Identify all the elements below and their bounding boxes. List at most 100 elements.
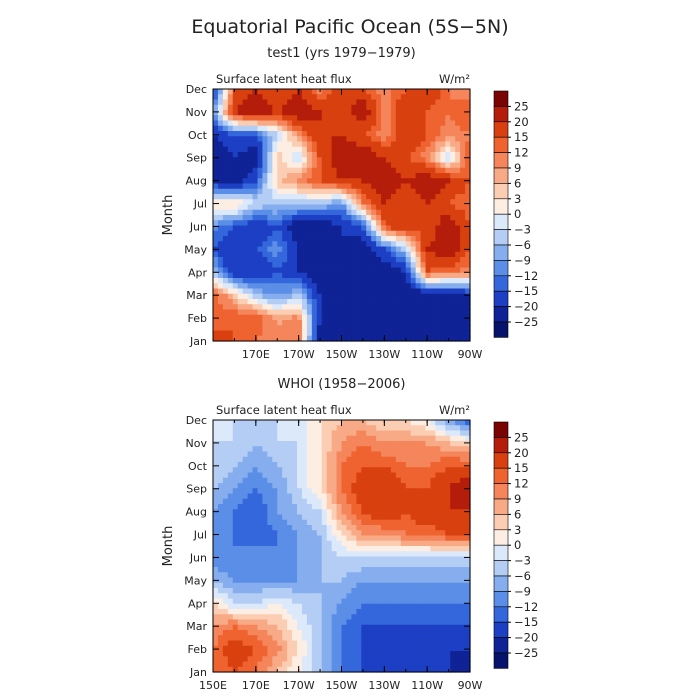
heatmap-cell [237,173,244,179]
heatmap-cell [262,561,268,568]
heatmap-cell [217,651,224,657]
heatmap-cell [381,309,387,316]
heatmap-cell [381,335,387,342]
heatmap-cell [311,131,318,137]
heatmap-cell [267,267,273,274]
heatmap-cell [371,152,377,158]
heatmap-cell [326,577,333,584]
heatmap-cell [247,283,254,290]
heatmap-cell [287,593,293,600]
heatmap-cell [227,267,234,274]
heatmap-cell [361,188,367,195]
heatmap-cell [400,493,407,500]
heatmap-cell [371,314,377,321]
heatmap-cell [371,267,377,274]
heatmap-cell [415,330,422,337]
heatmap-cell [311,425,318,432]
heatmap-cell [277,251,283,258]
heatmap-cell [217,498,224,505]
heatmap-cell [311,477,318,484]
heatmap-cell [247,525,254,531]
heatmap-cell [297,104,303,111]
heatmap-cell [425,504,432,510]
heatmap-cell [351,99,357,106]
heatmap-cell [351,540,357,547]
heatmap-cell [341,556,348,563]
heatmap-cell [435,472,441,479]
heatmap-cell [445,257,451,263]
heatmap-cell [385,635,392,642]
heatmap-cell [366,582,372,589]
heatmap-cell [272,577,278,584]
heatmap-cell [252,609,259,615]
heatmap-cell [390,141,397,148]
heatmap-cell [316,325,323,332]
heatmap-cell [282,514,288,521]
heatmap-cell [267,509,273,516]
heatmap-cell [316,94,323,101]
heatmap-cell [420,493,427,500]
heatmap-cell [326,535,333,542]
heatmap-cell [415,183,422,190]
heatmap-cell [440,199,446,206]
heatmap-cell [435,593,441,600]
heatmap-cell [420,173,427,179]
heatmap-cell [376,588,382,594]
heatmap-cell [405,577,412,584]
heatmap-cell [440,603,446,610]
heatmap-cell [217,519,224,526]
heatmap-cell [297,162,303,169]
heatmap-cell [366,330,372,337]
heatmap-cell [306,99,313,106]
panel-title: test1 (yrs 1979−1979) [267,46,416,61]
heatmap-cell [227,246,234,253]
heatmap-cell [292,441,298,447]
heatmap-cell [445,125,451,132]
heatmap-cell [435,477,441,484]
heatmap-cell [405,293,412,300]
heatmap-cell [435,498,441,505]
heatmap-cell [262,614,268,621]
heatmap-cell [282,251,288,258]
heatmap-cell [366,640,372,647]
heatmap-cell [420,178,427,185]
heatmap-cell [257,257,264,263]
heatmap-cell [420,435,427,442]
heatmap-cell [351,593,357,600]
heatmap-cell [227,215,234,221]
heatmap-cell [272,472,278,479]
heatmap-cell [371,572,377,579]
heatmap-cell [222,456,229,463]
heatmap-cell [346,262,352,269]
heatmap-cell [395,577,402,584]
heatmap-cell [366,509,372,516]
heatmap-cell [316,251,323,258]
heatmap-cell [390,173,397,179]
heatmap-cell [366,598,372,605]
heatmap-cell [405,614,412,621]
heatmap-cell [346,446,352,453]
heatmap-cell [272,204,278,211]
heatmap-cell [445,635,451,642]
heatmap-cell [242,146,249,153]
heatmap-cell [455,556,461,563]
heatmap-cell [400,603,407,610]
heatmap-cell [346,598,352,605]
heatmap-cell [465,619,471,626]
heatmap-cell [400,456,407,463]
heatmap-cell [460,309,466,316]
heatmap-cell [237,551,244,558]
heatmap-cell [301,152,308,158]
heatmap-cell [465,325,471,332]
heatmap-cell [306,236,313,242]
heatmap-cell [460,199,466,206]
heatmap-cell [252,582,259,589]
heatmap-cell [272,162,278,169]
heatmap-cell [267,335,273,342]
heatmap-cell [326,188,333,195]
heatmap-cell [390,215,397,221]
heatmap-cell [336,420,343,426]
heatmap-cell [217,230,224,237]
heatmap-cell [356,567,362,573]
heatmap-cell [356,630,362,636]
